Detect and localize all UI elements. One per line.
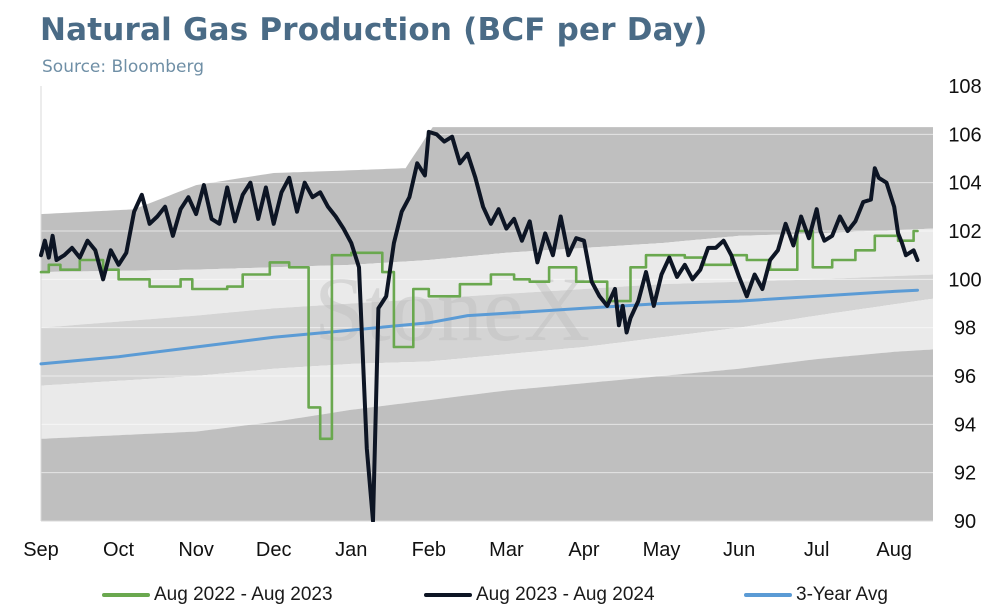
x-tick-label-oct: Oct bbox=[103, 539, 135, 561]
series-line-2022-2023 bbox=[39, 229, 919, 441]
legend-label-2023: Aug 2023 - Aug 2024 bbox=[476, 584, 655, 605]
x-tick-label-dec: Dec bbox=[256, 539, 292, 561]
x-tick-label-feb: Feb bbox=[412, 539, 446, 561]
legend-item-avg: 3-Year Avg bbox=[744, 578, 888, 612]
series-line-3yr-avg bbox=[39, 288, 919, 366]
legend-swatch-2022 bbox=[102, 593, 150, 597]
y-tick-label-104: 104 bbox=[948, 173, 981, 195]
legend-label-2022: Aug 2022 - Aug 2023 bbox=[154, 584, 333, 605]
legend-swatch-2023 bbox=[424, 593, 472, 597]
band-max-upper bbox=[41, 127, 933, 273]
y-tick-label-90: 90 bbox=[954, 511, 976, 533]
plot-bottom-mask bbox=[0, 522, 994, 562]
x-tick-label-jun: Jun bbox=[723, 539, 755, 561]
x-tick-label-nov: Nov bbox=[178, 539, 214, 561]
x-tick-label-sep: Sep bbox=[23, 539, 59, 561]
legend-label-avg: 3-Year Avg bbox=[796, 584, 888, 605]
x-tick-label-may: May bbox=[643, 539, 681, 561]
x-tick-label-apr: Apr bbox=[568, 539, 599, 561]
band-upper-lower bbox=[41, 228, 933, 328]
legend-swatch-avg bbox=[744, 593, 792, 597]
y-tick-label-108: 108 bbox=[948, 76, 981, 98]
y-tick-label-96: 96 bbox=[954, 366, 976, 388]
y-tick-label-106: 106 bbox=[948, 124, 981, 146]
chart-title: Natural Gas Production (BCF per Day) bbox=[40, 12, 708, 48]
chart-legend: Aug 2022 - Aug 2023 Aug 2023 - Aug 2024 … bbox=[0, 578, 994, 612]
x-tick-label-jan: Jan bbox=[335, 539, 367, 561]
y-tick-label-94: 94 bbox=[954, 414, 976, 436]
y-tick-label-102: 102 bbox=[948, 221, 981, 243]
legend-item-2022: Aug 2022 - Aug 2023 bbox=[102, 578, 333, 612]
x-tick-label-mar: Mar bbox=[489, 539, 524, 561]
y-tick-label-98: 98 bbox=[954, 318, 976, 340]
x-tick-label-jul: Jul bbox=[804, 539, 830, 561]
band-inner-min bbox=[41, 298, 933, 439]
chart-subtitle: Source: Bloomberg bbox=[42, 57, 204, 77]
legend-item-2023: Aug 2023 - Aug 2024 bbox=[424, 578, 655, 612]
y-tick-label-100: 100 bbox=[948, 269, 981, 291]
x-tick-label-aug: Aug bbox=[876, 539, 912, 561]
band-min-floor bbox=[41, 349, 933, 521]
series-line-2023-2024 bbox=[39, 129, 920, 523]
y-tick-label-92: 92 bbox=[954, 463, 976, 485]
